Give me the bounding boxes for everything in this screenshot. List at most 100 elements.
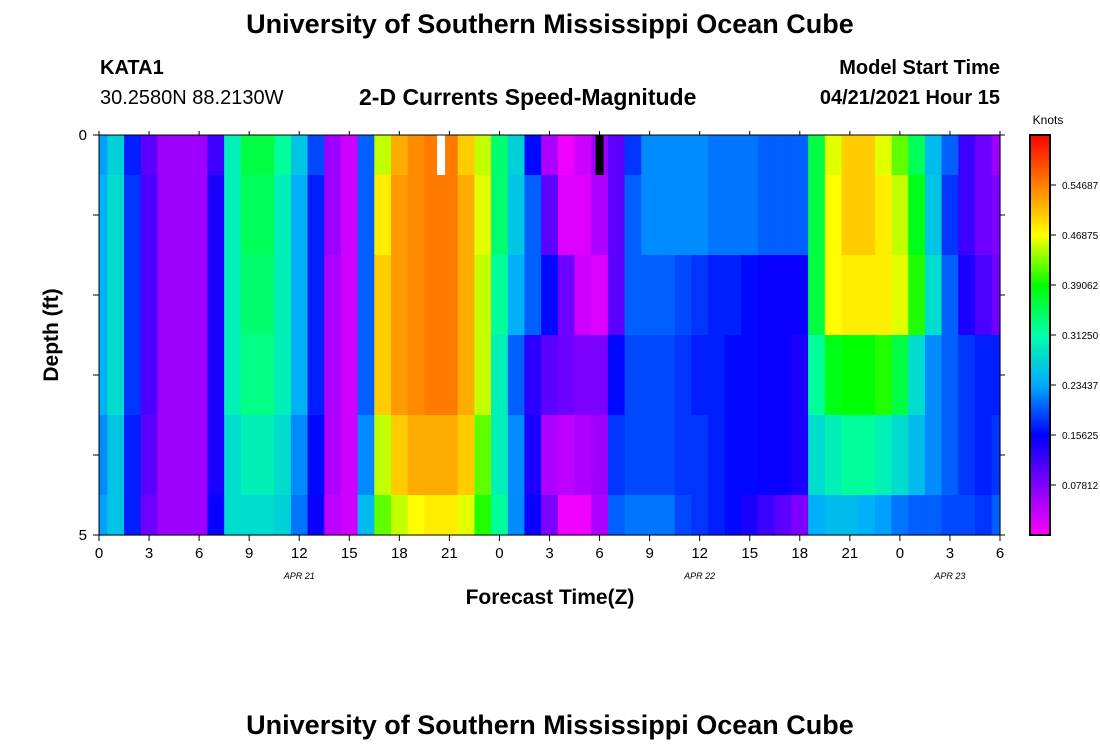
heatmap-cell <box>457 175 476 256</box>
heatmap-cell <box>224 495 242 536</box>
heatmap-cell <box>674 135 692 176</box>
heatmap-cell <box>874 135 893 176</box>
time-marker <box>437 135 446 175</box>
heatmap-cell <box>557 135 576 176</box>
heatmap-cell <box>290 415 309 496</box>
heatmap-cell <box>791 415 809 496</box>
heatmap-cell <box>791 495 809 536</box>
heatmap-cell <box>974 335 993 416</box>
heatmap-cell <box>858 495 876 536</box>
heatmap-cell <box>691 175 709 256</box>
heatmap-cell <box>507 495 526 536</box>
heatmap-cell <box>357 335 375 416</box>
x-axis: 0 3 6 9 12 15 18 21 0 3 6 9 12 15 18 21 0 3 6 APR 21 APR 22 A… <box>95 131 1004 581</box>
heatmap-cell <box>591 175 609 256</box>
heatmap-cell <box>674 255 692 336</box>
heatmap-cell <box>99 415 108 496</box>
heatmap-cell <box>941 255 959 336</box>
heatmap-cell <box>641 335 659 416</box>
heatmap-cell <box>207 135 225 176</box>
heatmap-cell <box>641 415 659 496</box>
heatmap-cell <box>774 335 793 416</box>
heatmap-cell <box>457 135 476 176</box>
heatmap-cell <box>157 175 175 256</box>
heatmap-cell <box>674 415 692 496</box>
heatmap-cell <box>908 335 926 416</box>
colorbar-tick-label: 0.23437 <box>1062 381 1099 392</box>
x-tick-label: 18 <box>391 545 408 562</box>
heatmap-cell <box>407 255 425 336</box>
heatmap-cell <box>441 175 459 256</box>
heatmap-cell <box>924 135 943 176</box>
heatmap-cell <box>741 255 759 336</box>
heatmap-cell <box>307 135 325 176</box>
heatmap-cell <box>574 175 592 256</box>
x-tick-label: 6 <box>595 545 603 562</box>
heatmap-cell <box>958 255 976 336</box>
heatmap-cell <box>574 135 592 176</box>
heatmap-cell <box>140 495 158 536</box>
x-tick-label: 15 <box>341 545 358 562</box>
x-tick-label: 18 <box>791 545 808 562</box>
heatmap-cell <box>991 335 1001 416</box>
heatmap-cell <box>507 255 526 336</box>
colorbar-tick-label: 0.07812 <box>1062 481 1099 492</box>
heatmap-cell <box>99 335 108 416</box>
heatmap-cell <box>307 415 325 496</box>
x-tick-label: 3 <box>145 545 153 562</box>
heatmap-cell <box>691 335 709 416</box>
heatmap-cell <box>524 415 542 496</box>
heatmap-cell <box>441 335 459 416</box>
heatmap-cell <box>841 495 859 536</box>
heatmap-cell <box>374 135 392 176</box>
heatmap-cell <box>607 415 626 496</box>
heatmap-cell <box>240 175 259 256</box>
heatmap-cell <box>724 175 742 256</box>
heatmap-cell <box>691 135 709 176</box>
heatmap-cell <box>774 415 793 496</box>
heatmap-cell <box>307 495 325 536</box>
heatmap-cell <box>974 255 993 336</box>
heatmap-cell <box>507 175 526 256</box>
heatmap-cell <box>457 415 476 496</box>
heatmap-cell <box>958 135 976 176</box>
heatmap-cell <box>374 175 392 256</box>
heatmap-cell <box>374 255 392 336</box>
heatmap-cell <box>974 175 993 256</box>
heatmap-cell <box>224 175 242 256</box>
heatmap-cell <box>541 415 559 496</box>
heatmap-cell <box>224 135 242 176</box>
heatmap-cell <box>407 335 425 416</box>
heatmap-cell <box>324 255 342 336</box>
heatmap-cell <box>557 175 576 256</box>
heatmap-cell <box>257 255 275 336</box>
heatmap-cell <box>491 135 509 176</box>
heatmap-cell <box>524 495 542 536</box>
heatmap-cell <box>891 255 909 336</box>
heatmap-cell <box>774 255 793 336</box>
heatmap-cell <box>724 135 742 176</box>
heatmap-cell <box>190 135 209 176</box>
colorbar-tick-label: 0.39062 <box>1062 281 1099 292</box>
x-tick-label: 3 <box>946 545 954 562</box>
heatmap-cell <box>99 495 108 536</box>
date-label: APR 21 <box>283 571 315 581</box>
heatmap-cell <box>691 415 709 496</box>
heatmap-cell <box>324 335 342 416</box>
heatmap-cell <box>524 135 542 176</box>
heatmap-cell <box>374 335 392 416</box>
heatmap-cell <box>991 415 1001 496</box>
heatmap-cell <box>374 495 392 536</box>
heatmap-cell <box>841 415 859 496</box>
heatmap-cell <box>607 495 626 536</box>
heatmap-cell <box>124 255 142 336</box>
heatmap-cell <box>741 495 759 536</box>
heatmap-cell <box>124 175 142 256</box>
heatmap-cell <box>424 175 442 256</box>
heatmap-cells <box>99 135 1001 536</box>
heatmap-cell <box>758 335 776 416</box>
heatmap-cell <box>290 335 309 416</box>
heatmap-cell <box>758 175 776 256</box>
heatmap-cell <box>407 495 425 536</box>
heatmap-cell <box>624 415 642 496</box>
